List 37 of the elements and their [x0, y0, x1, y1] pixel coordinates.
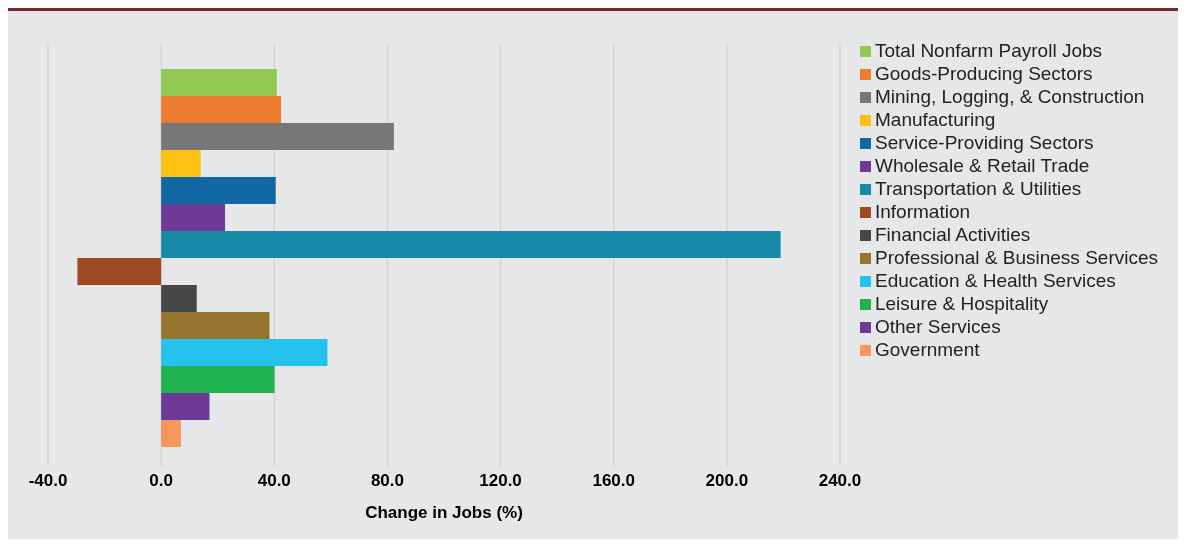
legend-label: Service-Providing Sectors	[874, 132, 1094, 153]
legend-label: Financial Activities	[874, 224, 1031, 245]
bar	[77, 258, 162, 285]
legend-label: Government	[874, 339, 980, 360]
legend-label: Leisure & Hospitality	[874, 293, 1049, 314]
legend-label: Other Services	[874, 316, 1001, 337]
bar	[161, 339, 328, 366]
bar	[161, 393, 210, 420]
legend-label: Manufacturing	[874, 109, 996, 130]
legend-label: Information	[874, 201, 971, 222]
x-tick-label: 0.0	[149, 471, 173, 491]
bar	[161, 69, 277, 96]
bar	[161, 366, 275, 393]
legend-label: Professional & Business Services	[874, 247, 1158, 268]
bar	[161, 123, 394, 150]
x-tick-label: 40.0	[257, 471, 291, 491]
legend-label: Transportation & Utilities	[874, 178, 1082, 199]
bar	[161, 231, 781, 258]
bar	[161, 150, 201, 177]
x-axis-title: Change in Jobs (%)	[365, 503, 523, 522]
legend-label: Wholesale & Retail Trade	[874, 155, 1090, 176]
x-tick-label: -40.0	[28, 471, 68, 491]
bar	[161, 177, 276, 204]
legend-label: Goods-Producing Sectors	[874, 63, 1093, 84]
bar	[161, 204, 226, 231]
x-tick-label: 200.0	[705, 471, 749, 491]
legend-label: Mining, Logging, & Construction	[874, 86, 1145, 107]
x-tick-label: 240.0	[818, 471, 862, 491]
bar	[161, 96, 282, 123]
x-tick-label: 80.0	[370, 471, 404, 491]
legend-label: Total Nonfarm Payroll Jobs	[874, 40, 1103, 61]
bar	[161, 420, 181, 447]
legend-label: Education & Health Services	[874, 270, 1116, 291]
x-tick-label: 160.0	[592, 471, 635, 491]
bar	[161, 312, 270, 339]
x-tick-label: 120.0	[479, 471, 522, 491]
bar	[161, 285, 197, 312]
